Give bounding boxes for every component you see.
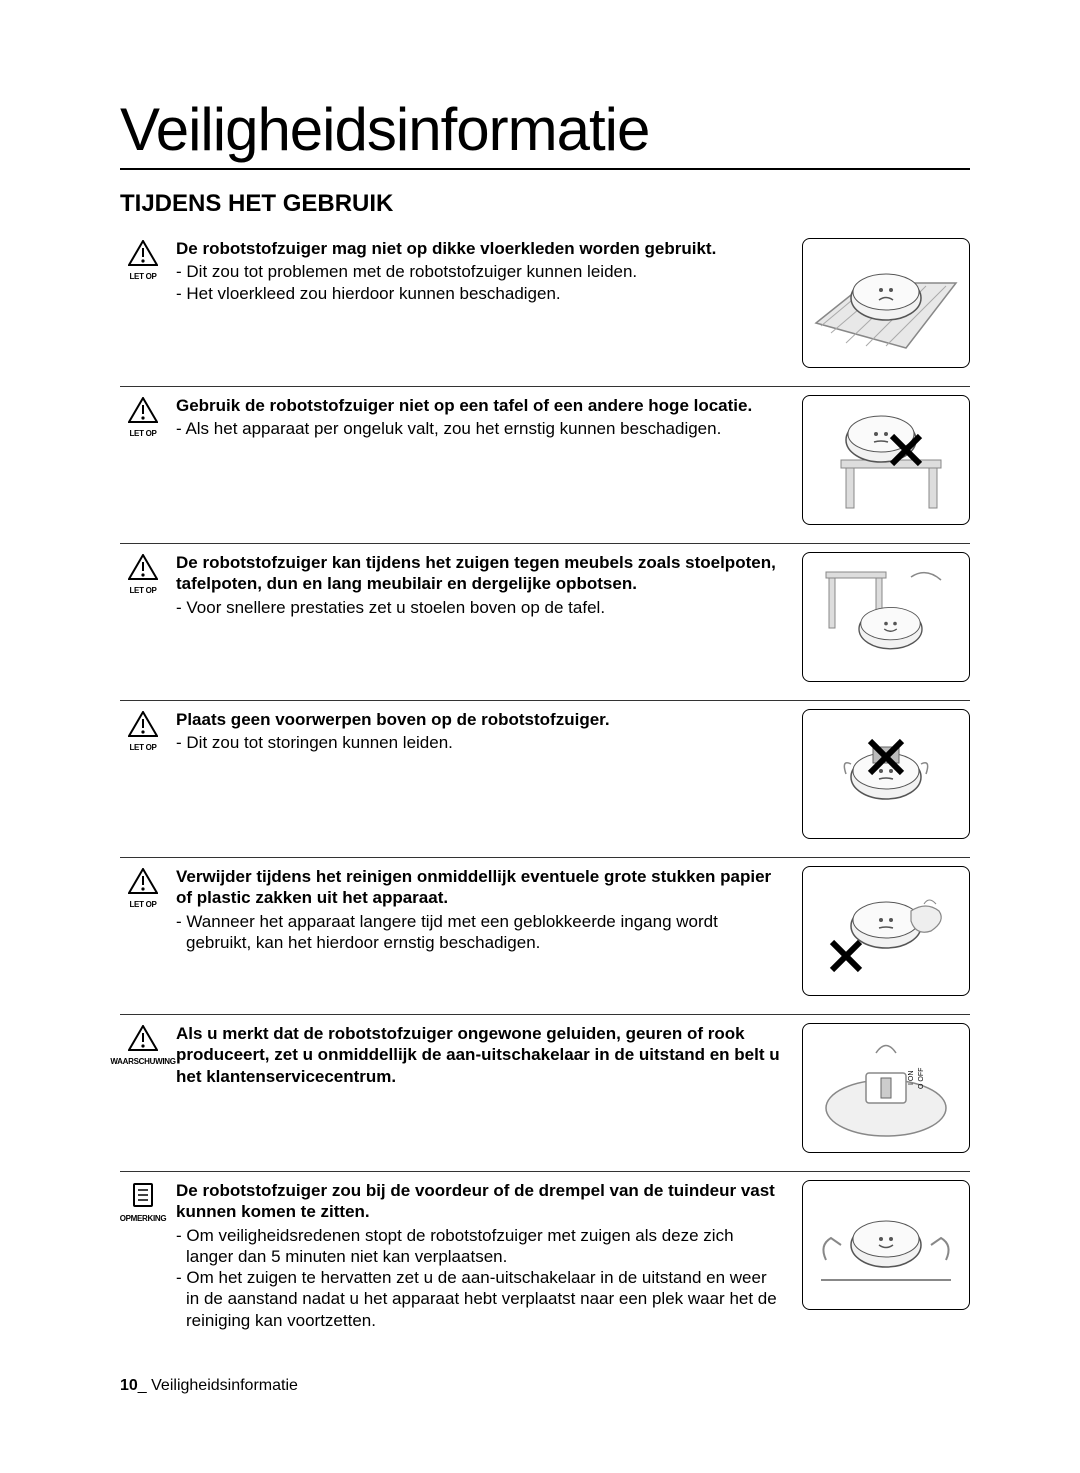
warning-heading: De robotstofzuiger zou bij de voordeur o… xyxy=(176,1180,780,1223)
warning-bullet-line: - Het vloerkleed zou hierdoor kunnen bes… xyxy=(176,283,780,304)
warning-bullet-line: - Dit zou tot storingen kunnen leiden. xyxy=(176,732,780,753)
page-title: Veiligheidsinformatie xyxy=(120,95,970,170)
warning-item: WAARSCHUWINGAls u merkt dat de robotstof… xyxy=(120,1015,970,1172)
footer-separator: _ xyxy=(138,1377,151,1394)
icon-label: LET OP xyxy=(129,272,156,281)
illustration xyxy=(802,1180,970,1310)
warning-bullet-line: - Als het apparaat per ongeluk valt, zou… xyxy=(176,418,780,439)
page-footer: 10_ Veiligheidsinformatie xyxy=(120,1377,970,1395)
caution-icon xyxy=(128,397,158,428)
icon-column: OPMERKING xyxy=(120,1180,166,1223)
warning-bullets: - Voor snellere prestaties zet u stoelen… xyxy=(176,597,780,618)
icon-column: WAARSCHUWING xyxy=(120,1023,166,1066)
icon-label: LET OP xyxy=(129,743,156,752)
footer-section-name: Veiligheidsinformatie xyxy=(151,1377,298,1394)
warning-text: De robotstofzuiger kan tijdens het zuige… xyxy=(176,552,792,618)
warning-text: De robotstofzuiger zou bij de voordeur o… xyxy=(176,1180,792,1331)
caution-icon xyxy=(128,554,158,585)
warning-item: LET OP Gebruik de robotstofzuiger niet op… xyxy=(120,387,970,544)
warning-bullets: - Wanneer het apparaat langere tijd met … xyxy=(176,911,780,954)
warning-text: Verwijder tijdens het reinigen onmiddell… xyxy=(176,866,792,953)
icon-column: LET OP xyxy=(120,395,166,438)
caution-icon xyxy=(128,868,158,899)
warning-bullet-line: - Voor snellere prestaties zet u stoelen… xyxy=(176,597,780,618)
icon-column: LET OP xyxy=(120,709,166,752)
warning-heading: Gebruik de robotstofzuiger niet op een t… xyxy=(176,395,780,416)
illustration xyxy=(802,395,970,525)
icon-label: WAARSCHUWING xyxy=(110,1057,175,1066)
warning-bullets: - Om veiligheidsredenen stopt de robotst… xyxy=(176,1225,780,1331)
warning-bullets: - Als het apparaat per ongeluk valt, zou… xyxy=(176,418,780,439)
warning-bullet-line: - Om het zuigen te hervatten zet u de aa… xyxy=(176,1267,780,1331)
warning-item: LET OP De robotstofzuiger kan tijdens het… xyxy=(120,544,970,701)
icon-label: LET OP xyxy=(129,900,156,909)
warning-heading: Verwijder tijdens het reinigen onmiddell… xyxy=(176,866,780,909)
caution-icon xyxy=(128,711,158,742)
warning-heading: Als u merkt dat de robotstofzuiger ongew… xyxy=(176,1023,780,1087)
illustration xyxy=(802,866,970,996)
warning-item: LET OP Verwijder tijdens het reinigen onm… xyxy=(120,858,970,1015)
illustration xyxy=(802,709,970,839)
warning-bullet-line: - Dit zou tot problemen met de robotstof… xyxy=(176,261,780,282)
warning-item: OPMERKING De robotstofzuiger zou bij de v… xyxy=(120,1172,970,1349)
illustration xyxy=(802,552,970,682)
warning-bullets: - Dit zou tot problemen met de robotstof… xyxy=(176,261,780,304)
warning-text: Gebruik de robotstofzuiger niet op een t… xyxy=(176,395,792,440)
icon-column: LET OP xyxy=(120,238,166,281)
section-title: TIJDENS HET GEBRUIK xyxy=(120,190,970,218)
warning-text: De robotstofzuiger mag niet op dikke vlo… xyxy=(176,238,792,304)
warning-bullet-line: - Wanneer het apparaat langere tijd met … xyxy=(176,911,780,954)
icon-column: LET OP xyxy=(120,552,166,595)
warning-heading: De robotstofzuiger kan tijdens het zuige… xyxy=(176,552,780,595)
warning-bullet-line: - Om veiligheidsredenen stopt de robotst… xyxy=(176,1225,780,1268)
icon-column: LET OP xyxy=(120,866,166,909)
page-number: 10 xyxy=(120,1377,138,1394)
warning-heading: Plaats geen voorwerpen boven op de robot… xyxy=(176,709,780,730)
svg-text:I ON: I ON xyxy=(908,1071,915,1085)
illustration: I ONO OFF xyxy=(802,1023,970,1153)
warning-heading: De robotstofzuiger mag niet op dikke vlo… xyxy=(176,238,780,259)
warning-text: Als u merkt dat de robotstofzuiger ongew… xyxy=(176,1023,792,1087)
icon-label: OPMERKING xyxy=(120,1214,167,1223)
illustration xyxy=(802,238,970,368)
svg-text:O OFF: O OFF xyxy=(918,1068,925,1089)
warning-item: LET OP Plaats geen voorwerpen boven op de… xyxy=(120,701,970,858)
warning-bullets: - Dit zou tot storingen kunnen leiden. xyxy=(176,732,780,753)
note-icon xyxy=(128,1182,158,1213)
icon-label: LET OP xyxy=(129,429,156,438)
warning-icon xyxy=(128,1025,158,1056)
warnings-list: LET OP De robotstofzuiger mag niet op dik… xyxy=(120,230,970,1349)
icon-label: LET OP xyxy=(129,586,156,595)
caution-icon xyxy=(128,240,158,271)
warning-item: LET OP De robotstofzuiger mag niet op dik… xyxy=(120,230,970,387)
warning-text: Plaats geen voorwerpen boven op de robot… xyxy=(176,709,792,754)
